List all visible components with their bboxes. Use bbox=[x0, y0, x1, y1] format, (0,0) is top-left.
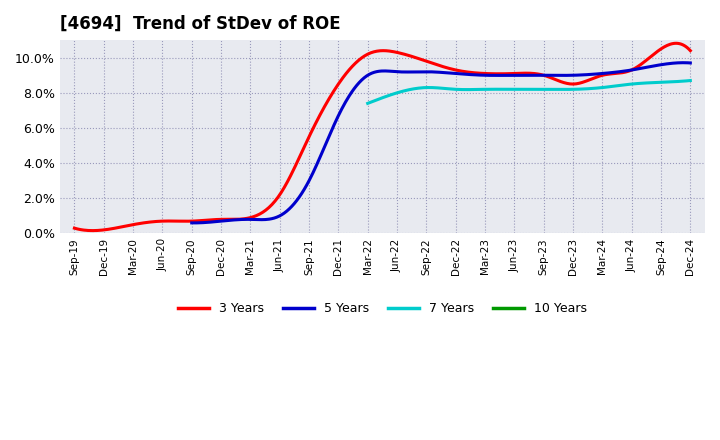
Text: [4694]  Trend of StDev of ROE: [4694] Trend of StDev of ROE bbox=[60, 15, 341, 33]
Legend: 3 Years, 5 Years, 7 Years, 10 Years: 3 Years, 5 Years, 7 Years, 10 Years bbox=[173, 297, 592, 320]
